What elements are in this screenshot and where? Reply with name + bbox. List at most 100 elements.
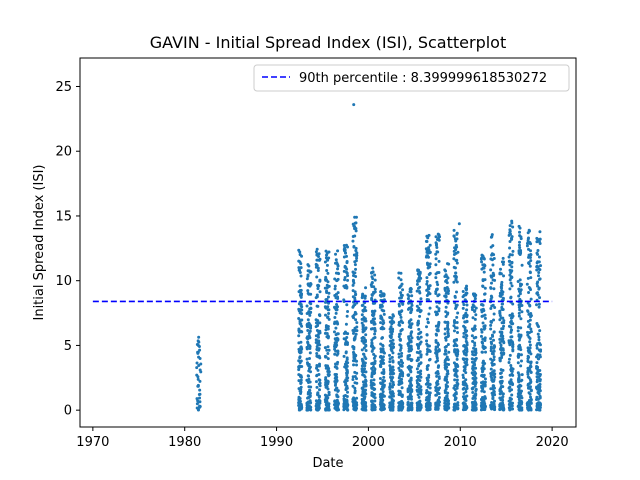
data-point [490,376,494,380]
data-point [463,328,467,332]
data-point [529,297,533,301]
data-point [528,378,532,382]
data-point [455,344,459,348]
data-point [196,350,200,354]
data-point [456,406,460,410]
data-point [408,368,412,372]
data-point [489,320,493,324]
data-point [381,344,385,348]
data-point [335,353,339,357]
data-point [508,385,512,389]
data-point [491,334,495,338]
data-point [492,344,496,348]
data-point [308,365,312,369]
data-point [308,405,312,409]
data-point [344,407,348,411]
data-point [317,335,320,339]
data-point [298,318,302,322]
data-point [353,271,357,275]
data-point [473,317,477,321]
data-point [502,274,506,278]
data-point [479,257,483,261]
data-point [499,267,503,271]
data-point [501,302,505,306]
x-axis-label: Date [312,456,343,471]
data-point [324,383,328,387]
data-point [314,399,318,403]
data-point [416,319,420,323]
y-axis-label: Initial Spread Index (ISI) [32,165,47,321]
data-point [443,327,447,331]
data-point [507,259,511,263]
data-point [316,268,320,272]
data-point [482,266,486,270]
data-point [381,382,385,386]
data-point [417,274,421,278]
data-point [536,274,540,278]
data-point [309,283,313,287]
data-point [333,277,337,281]
data-point [456,382,460,386]
data-point [316,284,320,288]
data-point [297,368,301,372]
data-point [363,397,367,401]
data-point [297,266,301,270]
data-point [444,335,448,339]
data-point [373,336,377,340]
data-point [437,293,441,297]
y-tick-label: 5 [64,339,72,354]
data-point [373,396,377,400]
data-point [407,373,411,377]
data-point [428,306,432,310]
data-point [407,397,411,401]
data-point [324,325,328,329]
data-point [351,344,355,348]
data-point [456,311,460,315]
data-point [360,369,364,373]
data-point [426,405,430,409]
data-point [516,279,520,283]
data-point [525,282,529,286]
data-point [316,408,320,412]
data-point [527,247,531,251]
data-point [434,313,438,317]
data-point [455,326,459,330]
data-point [316,343,320,347]
data-point [498,392,502,396]
data-point [308,346,312,350]
data-point [447,262,451,266]
data-point [316,391,320,395]
data-point [372,382,376,386]
data-point [509,275,513,279]
data-point [389,342,393,346]
data-point [371,277,375,281]
data-point [436,399,440,403]
data-point [464,336,468,340]
data-point [326,315,330,319]
data-point [336,249,340,253]
data-point [326,345,330,349]
data-point [529,352,533,356]
data-point [492,318,496,322]
data-point [480,330,484,334]
data-point [409,403,413,407]
data-point [492,346,496,350]
data-point [452,249,456,253]
data-point [454,271,458,275]
data-point [298,270,302,274]
data-point [353,303,357,307]
data-point [400,359,403,363]
data-point [473,399,477,403]
data-point [481,364,485,368]
data-point [456,364,460,368]
data-point [378,393,382,397]
data-point [517,311,521,315]
data-point [370,371,374,375]
data-point [299,349,303,353]
data-point [437,343,441,347]
data-point [299,385,303,389]
data-point [345,373,349,377]
data-point [306,325,310,329]
data-point [528,255,532,259]
data-point [493,407,497,411]
